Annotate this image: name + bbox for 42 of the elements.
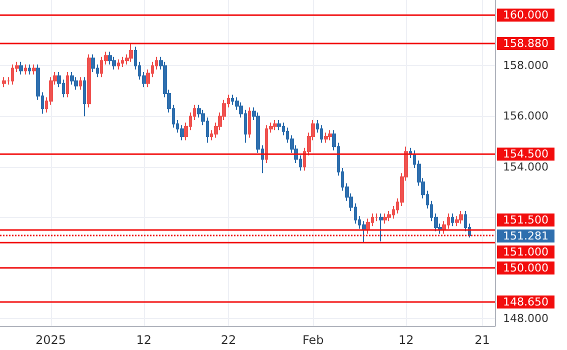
candlestick	[379, 213, 383, 242]
candlestick	[28, 64, 31, 76]
candlestick	[83, 76, 86, 117]
ref-line-label: 150.000	[503, 261, 548, 274]
x-tick-label: 12	[136, 333, 152, 347]
ref-line-label: 151.500	[503, 213, 548, 226]
x-tick-label: 21	[474, 333, 490, 347]
ref-line-label: 158.880	[503, 36, 548, 50]
candlestick	[70, 72, 74, 86]
y-tick-label: 156.000	[503, 110, 548, 123]
candlestick	[383, 213, 387, 224]
y-tick-label: 154.000	[503, 160, 548, 174]
candlestick	[117, 58, 120, 70]
ref-line-label: 148.650	[503, 295, 548, 308]
y-tick-label: 158.000	[503, 59, 548, 72]
candlestick	[24, 64, 27, 76]
candlestick	[375, 213, 378, 222]
candlestick	[32, 64, 36, 76]
candlestick	[87, 54, 91, 108]
x-tick-label: Feb	[302, 333, 324, 347]
candlestick	[328, 130, 332, 141]
candlestick	[66, 72, 69, 98]
x-tick-label: 22	[220, 333, 236, 347]
x-tick-label: 2025	[35, 333, 66, 347]
candlestick	[2, 76, 6, 88]
ref-line-label: 151.000	[503, 245, 548, 258]
candlestick	[79, 76, 82, 90]
candlestick	[129, 43, 133, 62]
ref-line-label: 151.281	[503, 229, 548, 242]
candlestick	[273, 120, 277, 131]
candlestick	[459, 210, 463, 224]
candlestick	[112, 56, 116, 70]
candlestick	[248, 106, 251, 138]
x-tick-label: 12	[398, 333, 414, 347]
candlestick	[91, 54, 95, 73]
candlestick	[324, 132, 328, 144]
candlestick	[19, 61, 23, 76]
ref-line-label: 160.000	[503, 8, 548, 22]
candlestick	[451, 213, 454, 227]
ref-line-label: 154.500	[503, 148, 548, 161]
y-tick-label: 148.000	[503, 312, 548, 325]
candlestick	[277, 120, 281, 131]
